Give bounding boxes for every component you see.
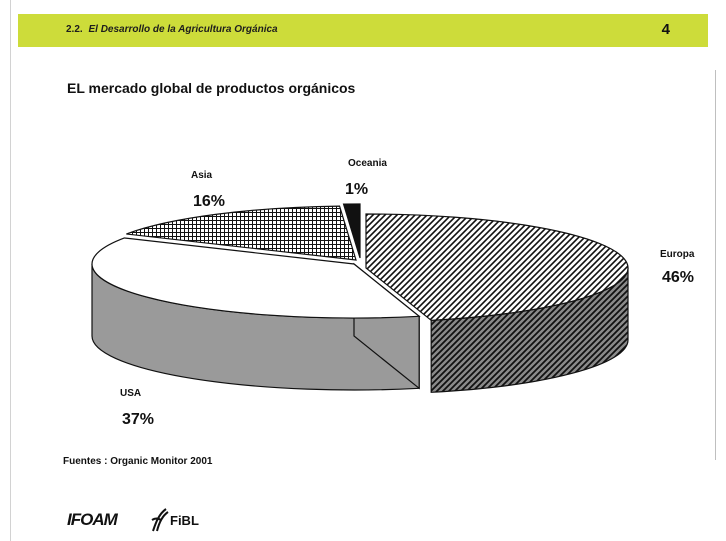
pie-label-asia: Asia [191, 170, 213, 181]
page-right-rule [715, 70, 716, 460]
pie-label-usa: USA [120, 388, 141, 399]
ifoam-logo: IFOAM [67, 510, 118, 529]
pie-label-europa: Europa [660, 249, 695, 260]
section-number: 2.2. [66, 24, 83, 35]
section-title: El Desarrollo de la Agricultura Orgánica [88, 24, 278, 35]
pie-percent-asia: 16% [193, 193, 225, 210]
page-left-rule [10, 0, 11, 541]
slide-title: EL mercado global de productos orgánicos [67, 80, 356, 96]
pie-labels: Europa 46% USA 37% Asia 16% Oceania 1% [120, 158, 695, 428]
section-heading: 2.2. El Desarrollo de la Agricultura Org… [66, 24, 278, 35]
pie-percent-usa: 37% [122, 411, 154, 428]
pie-slice-europa [365, 213, 629, 321]
pie-slice-oceania [342, 203, 361, 259]
pie-top-faces [91, 203, 629, 321]
pie-slice-asia [126, 205, 357, 261]
fibl-logo-text: FiBL [170, 513, 199, 528]
pie-label-oceania: Oceania [348, 158, 387, 169]
pie-slice-usa [91, 237, 421, 319]
fibl-leaf-icon [151, 508, 169, 532]
pie-percent-europa: 46% [662, 269, 694, 286]
header-bar: 2.2. El Desarrollo de la Agricultura Org… [18, 14, 708, 47]
source-note: Fuentes : Organic Monitor 2001 [63, 456, 213, 467]
pie-percent-oceania: 1% [345, 181, 368, 198]
page-number: 4 [661, 21, 670, 38]
